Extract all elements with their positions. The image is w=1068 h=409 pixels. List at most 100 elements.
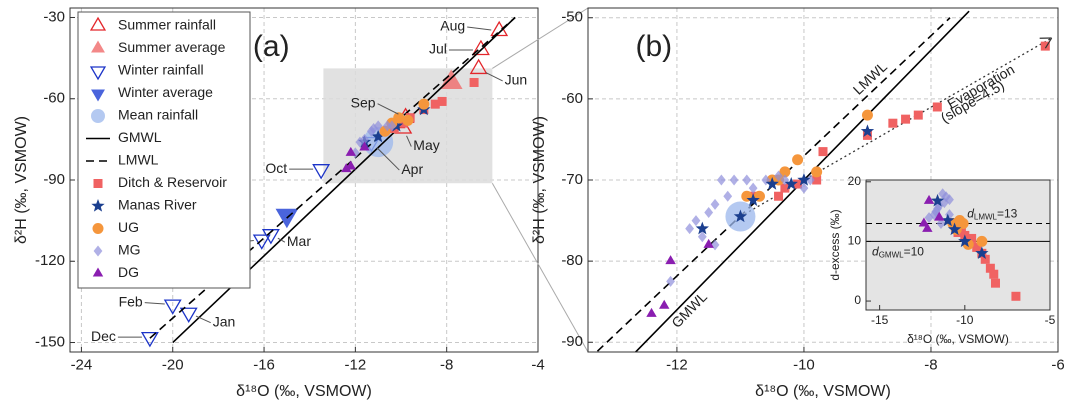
marker bbox=[980, 254, 990, 264]
label-subscript: LMWL bbox=[974, 213, 998, 222]
legend-label: GMWL bbox=[118, 129, 162, 145]
label-text: =13 bbox=[997, 207, 1018, 221]
marker bbox=[716, 174, 726, 186]
reference-label: dLMWL=13 bbox=[967, 207, 1017, 222]
leader-line bbox=[195, 315, 211, 324]
marker bbox=[797, 173, 811, 186]
marker bbox=[774, 170, 783, 182]
point-label: Sep bbox=[351, 94, 376, 110]
marker bbox=[733, 209, 748, 223]
point-label: Mar bbox=[287, 233, 311, 249]
legend-label: Ditch & Reservoir bbox=[118, 174, 227, 190]
y-tick-label: -80 bbox=[561, 252, 583, 269]
x-tick-label: -8 bbox=[440, 356, 453, 373]
leader-line bbox=[485, 72, 503, 82]
plot-frame bbox=[587, 7, 1059, 353]
marker bbox=[418, 98, 430, 110]
marker bbox=[805, 174, 815, 186]
marker bbox=[811, 166, 823, 178]
marker bbox=[704, 206, 714, 218]
marker bbox=[990, 278, 1000, 288]
marker bbox=[958, 234, 972, 248]
marker bbox=[360, 133, 369, 145]
marker bbox=[471, 39, 490, 56]
marker bbox=[369, 123, 379, 135]
marker bbox=[774, 191, 784, 201]
y-tick-label: -90 bbox=[43, 171, 65, 188]
marker bbox=[989, 269, 999, 279]
legend-box bbox=[77, 11, 251, 289]
y-tick-label: -120 bbox=[35, 252, 65, 269]
marker bbox=[901, 114, 911, 124]
y-tick-label: 0 bbox=[854, 293, 861, 307]
marker bbox=[359, 141, 370, 151]
marker bbox=[779, 166, 791, 178]
marker bbox=[967, 233, 977, 243]
marker bbox=[666, 275, 675, 287]
marker bbox=[646, 307, 657, 317]
marker bbox=[941, 213, 955, 227]
x-axis-label: δ¹⁸O (‰, VSMOW) bbox=[755, 383, 891, 400]
y-axis-label: δ²H (‰, VSMOW) bbox=[13, 116, 30, 244]
legend-label: DG bbox=[118, 264, 139, 280]
marker bbox=[685, 223, 695, 235]
marker bbox=[179, 307, 198, 324]
x-tick-label: -16 bbox=[253, 356, 275, 373]
point-label: Jan bbox=[213, 313, 236, 329]
leader-line bbox=[277, 237, 286, 243]
marker bbox=[746, 193, 760, 206]
marker bbox=[780, 183, 790, 193]
y-tick-label: -70 bbox=[561, 171, 583, 188]
marker bbox=[345, 146, 357, 156]
point-label: Jul bbox=[429, 41, 447, 57]
marker bbox=[930, 193, 945, 207]
marker bbox=[312, 164, 331, 180]
y-tick-label: -60 bbox=[561, 90, 583, 107]
label-text: =10 bbox=[904, 245, 925, 259]
label-subscript: GMWL bbox=[879, 251, 904, 260]
legend-marker bbox=[93, 179, 103, 188]
marker bbox=[818, 147, 828, 157]
marker bbox=[812, 175, 822, 185]
y-tick-label: -150 bbox=[35, 333, 65, 350]
marker bbox=[913, 110, 923, 120]
marker bbox=[860, 124, 875, 137]
plot-area bbox=[595, 10, 1052, 352]
leader-line bbox=[144, 302, 165, 305]
legend-marker bbox=[92, 223, 104, 234]
marker bbox=[469, 58, 488, 75]
marker bbox=[430, 99, 440, 109]
marker bbox=[252, 234, 271, 250]
y-tick-label: 10 bbox=[848, 234, 862, 248]
marker bbox=[387, 120, 397, 132]
legend-label: Manas River bbox=[118, 197, 197, 213]
marker bbox=[933, 203, 942, 215]
x-tick-label: -15 bbox=[871, 313, 889, 327]
leader-line bbox=[377, 103, 399, 115]
marker bbox=[792, 154, 804, 166]
legend-marker bbox=[92, 267, 104, 277]
legend-marker bbox=[91, 199, 105, 212]
y-axis-label: δ²H (‰, VSMOW) bbox=[531, 116, 548, 244]
legend-marker bbox=[91, 40, 105, 53]
marker bbox=[140, 331, 159, 348]
marker bbox=[373, 120, 383, 132]
marker bbox=[972, 242, 982, 252]
marker bbox=[341, 163, 352, 173]
marker bbox=[748, 182, 758, 194]
legend-label: MG bbox=[118, 242, 141, 258]
marker bbox=[469, 77, 479, 87]
marker bbox=[985, 263, 995, 273]
y-axis-label: d-excess (‰) bbox=[828, 209, 842, 280]
marker bbox=[729, 174, 739, 186]
marker bbox=[888, 118, 898, 128]
x-tick-label: -6 bbox=[1051, 356, 1064, 373]
marker bbox=[350, 147, 360, 159]
legend-label: UG bbox=[118, 219, 139, 235]
marker bbox=[371, 129, 385, 143]
point-label: Oct bbox=[265, 160, 287, 176]
point-label: Aug bbox=[440, 18, 465, 34]
label-symbol: d bbox=[872, 245, 879, 259]
marker bbox=[695, 221, 709, 235]
